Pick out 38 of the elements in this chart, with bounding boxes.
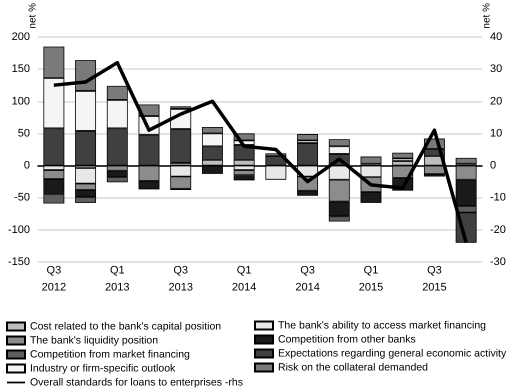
- x-tick-label: Q3 2015: [422, 264, 447, 294]
- bar: [392, 152, 414, 158]
- bar: [456, 158, 477, 164]
- legend-label: Competition from other banks: [278, 334, 416, 346]
- legend-label: Cost related to the bank's capital position: [30, 320, 222, 332]
- y2-tick-label: 40: [490, 30, 502, 43]
- x-tick-label: Q1 2013: [105, 264, 130, 294]
- y-tick-label: -100: [8, 224, 30, 236]
- x-tick-label: Q3 2013: [168, 264, 193, 294]
- legend-label: Overall standards for loans to enterprises -rhs: [30, 376, 244, 388]
- legend-label: Competition from market financing: [30, 348, 190, 360]
- legend-label: Risk on the collateral demanded: [278, 362, 428, 374]
- y2-tick-label: 10: [490, 127, 502, 140]
- y-tick-label: 50: [18, 127, 30, 140]
- y2-tick-label: 0: [490, 160, 496, 172]
- y2-tick-label: 30: [490, 63, 502, 76]
- legend-label: The bank's liquidity position: [30, 334, 158, 346]
- y-tick-label: 150: [12, 63, 30, 76]
- y-tick-label: 0: [24, 160, 30, 172]
- y-axis-title: net %: [28, 2, 38, 29]
- x-tick-label: Q3 2012: [42, 264, 66, 294]
- y2-tick-label: 20: [490, 95, 502, 108]
- y-tick-label: 200: [12, 30, 30, 43]
- y2-tick-label: -30: [490, 256, 506, 268]
- legend-label: Industry or firm-specific outlook: [30, 362, 176, 374]
- bar: [360, 156, 382, 164]
- x-tick-label: Q1 2015: [358, 264, 384, 294]
- y2-tick-label: -10: [490, 192, 506, 204]
- legend-label: The bank's ability to access market financing: [278, 320, 486, 332]
- y-tick-label: -150: [8, 256, 30, 268]
- y2-tick-label: -20: [490, 224, 506, 236]
- x-tick-label: Q1 2014: [232, 264, 256, 294]
- x-tick-label: Q3 2014: [295, 264, 320, 294]
- y-tick-label: -50: [14, 192, 30, 204]
- y-tick-label: 100: [12, 95, 30, 108]
- legend-label: Expectations regarding general economic activity: [278, 348, 507, 360]
- bar: [297, 134, 318, 140]
- y2-axis-title: net %: [482, 2, 492, 29]
